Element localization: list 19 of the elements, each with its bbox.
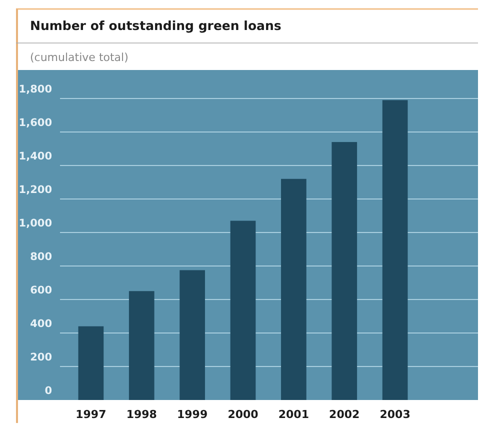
y-tick-label: 200: [30, 351, 52, 364]
y-tick-label: 600: [30, 284, 52, 296]
chart-subtitle: (cumulative total): [30, 51, 128, 64]
x-tick-label: 2003: [380, 408, 410, 421]
y-tick-label: 800: [30, 250, 52, 263]
x-tick-label: 2002: [329, 408, 360, 421]
y-tick-label: 1,600: [18, 116, 52, 129]
y-tick-label: 1,000: [18, 217, 52, 230]
y-tick-label: 400: [30, 318, 52, 330]
x-tick-label: 1998: [126, 408, 157, 421]
y-tick-label: 1,800: [18, 83, 52, 96]
chart-title: Number of outstanding green loans: [30, 18, 282, 33]
x-tick-label: 2001: [278, 408, 309, 421]
y-tick-label: 1,200: [18, 184, 52, 196]
y-tick-label: 0: [44, 385, 52, 397]
x-tick-label: 1997: [76, 408, 106, 421]
x-tick-label: 2000: [228, 408, 259, 421]
y-tick-label: 1,400: [18, 150, 52, 162]
x-tick-label: 1999: [177, 408, 208, 421]
